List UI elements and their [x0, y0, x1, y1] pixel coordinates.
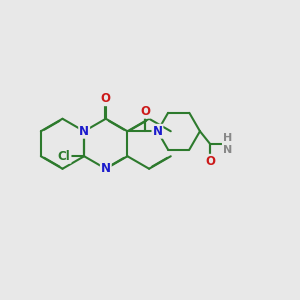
Text: O: O	[101, 92, 111, 105]
Text: N: N	[79, 125, 89, 138]
Text: N: N	[152, 125, 163, 138]
Text: N: N	[101, 162, 111, 175]
Text: O: O	[140, 105, 150, 118]
Text: H
N: H N	[223, 133, 232, 154]
Text: O: O	[205, 155, 215, 168]
Text: Cl: Cl	[58, 150, 70, 163]
